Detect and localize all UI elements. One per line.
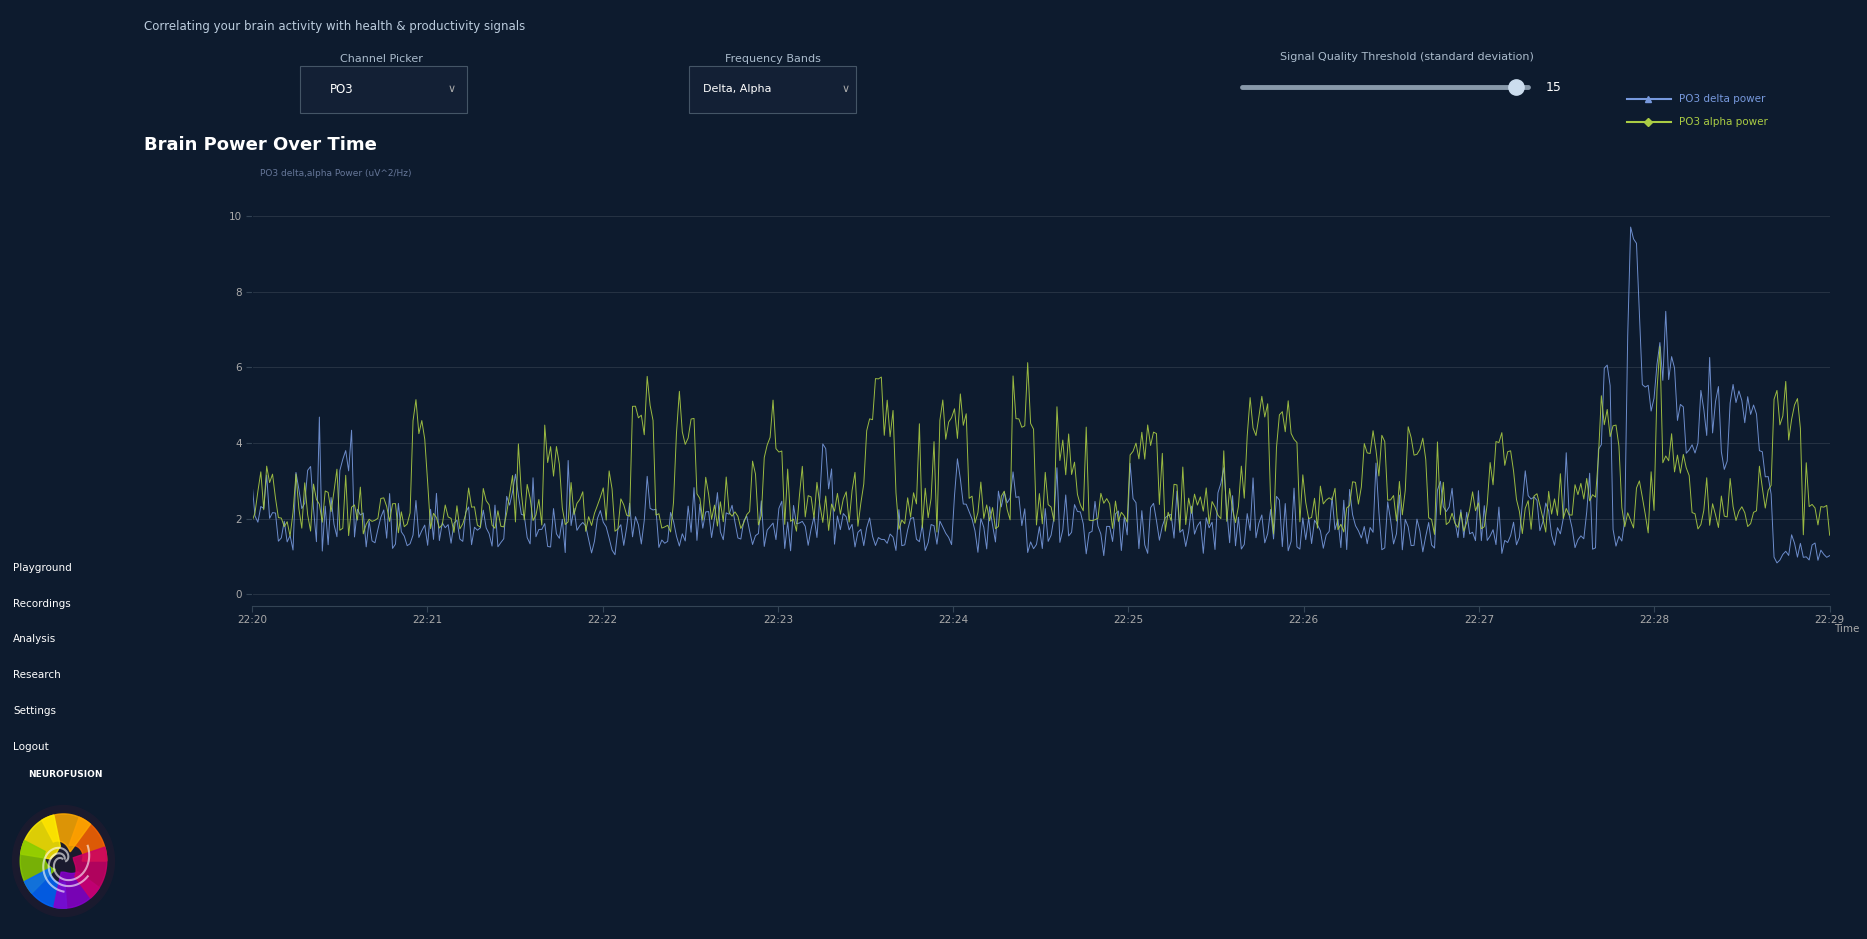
Text: Research: Research: [13, 670, 62, 680]
Text: Delta, Alpha: Delta, Alpha: [704, 85, 771, 94]
Polygon shape: [54, 871, 99, 908]
Polygon shape: [21, 815, 60, 859]
Text: Logout: Logout: [13, 742, 49, 751]
Text: Channel Picker: Channel Picker: [340, 54, 424, 65]
Text: Time: Time: [1835, 624, 1860, 634]
Text: Recordings: Recordings: [13, 599, 71, 608]
Polygon shape: [73, 847, 106, 898]
Text: PO3 delta,alpha Power (uV^2/Hz): PO3 delta,alpha Power (uV^2/Hz): [260, 169, 411, 178]
Text: NEUROFUSION: NEUROFUSION: [28, 770, 103, 779]
Polygon shape: [21, 840, 56, 893]
Text: PO3: PO3: [330, 83, 353, 96]
Text: Playground: Playground: [13, 563, 71, 573]
Text: Frequency Bands: Frequency Bands: [724, 54, 820, 65]
Text: 15: 15: [1546, 81, 1561, 94]
Text: Settings: Settings: [13, 706, 56, 716]
Polygon shape: [24, 868, 67, 908]
Text: Signal Quality Threshold (standard deviation): Signal Quality Threshold (standard devia…: [1279, 52, 1533, 62]
Text: Analysis: Analysis: [13, 635, 56, 644]
Text: Brain Power Over Time: Brain Power Over Time: [144, 136, 377, 154]
Text: PO3 alpha power: PO3 alpha power: [1680, 117, 1768, 127]
FancyBboxPatch shape: [301, 66, 467, 113]
Polygon shape: [69, 817, 106, 861]
Text: ∨: ∨: [842, 85, 849, 94]
Polygon shape: [41, 814, 90, 852]
Text: Correlating your brain activity with health & productivity signals: Correlating your brain activity with hea…: [144, 20, 525, 33]
Text: PO3 delta power: PO3 delta power: [1680, 94, 1766, 103]
Text: ∨: ∨: [448, 85, 456, 94]
Circle shape: [13, 806, 114, 916]
FancyBboxPatch shape: [689, 66, 855, 113]
